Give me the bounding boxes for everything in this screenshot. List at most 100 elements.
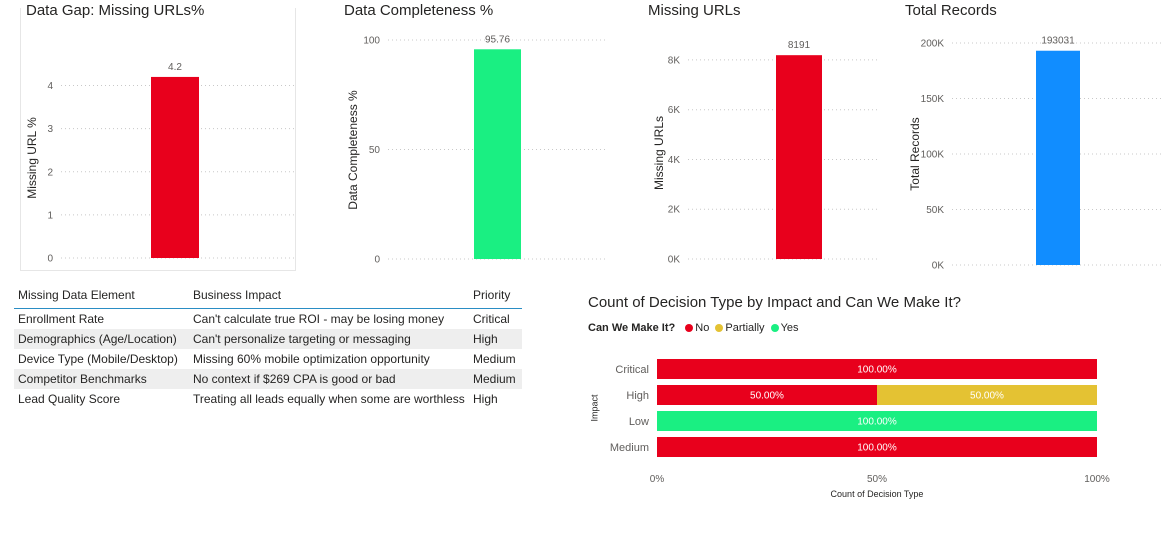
y-tick-label: 200K — [921, 39, 945, 50]
y-tick-label: 100K — [921, 150, 945, 161]
y-tick-label: 4K — [668, 155, 681, 166]
table-cell: Device Type (Mobile/Desktop) — [18, 352, 178, 366]
column-header[interactable]: Business Impact — [189, 284, 469, 309]
column-header[interactable]: Missing Data Element — [14, 284, 189, 309]
category-label: Medium — [610, 442, 649, 454]
table-cell: Medium — [473, 352, 516, 366]
y-tick-label: 2K — [668, 205, 681, 216]
legend-dot-icon — [770, 324, 779, 332]
y-tick-label: 2 — [47, 167, 53, 178]
y-tick-label: 1 — [47, 210, 53, 221]
legend-label: Yes — [780, 322, 799, 334]
y-tick-label: 3 — [47, 124, 53, 135]
y-tick-label: 0 — [374, 255, 380, 266]
x-tick-label: 0% — [650, 474, 665, 485]
table-cell: High — [473, 392, 498, 406]
y-axis-title: Missing URLs — [652, 116, 666, 190]
y-tick-label: 6K — [668, 105, 681, 116]
table-cell: Critical — [473, 312, 510, 326]
data-label: 193031 — [1041, 36, 1075, 47]
chart-title: Data Gap: Missing URLs% — [26, 2, 205, 19]
missing-data-table[interactable]: Missing Data Element Business Impact Pri… — [14, 284, 522, 409]
missing-urls-pct-visual[interactable]: Data Gap: Missing URLs% 0 1 2 3 4 4.2 Missing … — [20, 2, 296, 271]
data-label: 95.76 — [485, 34, 510, 45]
table-cell: Demographics (Age/Location) — [14, 329, 189, 349]
table-cell: Enrollment Rate — [18, 312, 105, 326]
legend-item-partially[interactable]: Partially — [712, 322, 765, 334]
data-completeness-visual[interactable]: Data Completeness % 0 50 100 95.76 Data Comp… — [338, 2, 610, 270]
bar[interactable] — [1036, 50, 1080, 265]
decision-type-chart: Critical 100.00% High 50.00% 50.00% Low 100.00… — [589, 359, 1110, 499]
y-tick-label: 100 — [363, 36, 380, 47]
data-label: 8191 — [788, 40, 811, 51]
x-tick-label: 50% — [867, 474, 887, 485]
table-cell: Lead Quality Score — [18, 392, 121, 406]
table-cell: High — [469, 329, 522, 349]
bar-segment[interactable] — [877, 385, 1097, 405]
table-cell: No context if $269 CPA is good or bad — [189, 369, 469, 389]
chart-title: Data Completeness % — [344, 2, 494, 19]
bar-segment[interactable] — [657, 411, 1097, 431]
data-label: 4.2 — [168, 62, 182, 73]
bar-segment[interactable] — [657, 385, 877, 405]
legend-item-yes[interactable]: Yes — [768, 322, 799, 334]
table-cell: Can't calculate true ROI - may be losing… — [193, 312, 445, 326]
legend-dot-icon — [685, 324, 694, 332]
table-row[interactable]: Device Type (Mobile/Desktop) Missing 60%… — [14, 349, 522, 369]
table-row[interactable]: Lead Quality Score Treating all leads eq… — [14, 389, 522, 409]
y-tick-label: 150K — [921, 94, 945, 105]
table-row[interactable]: Demographics (Age/Location) Can't person… — [14, 329, 522, 349]
legend-label: Partially — [725, 322, 765, 334]
y-axis-title: Data Completeness % — [346, 90, 360, 210]
data-label: 100.00% — [857, 365, 897, 376]
chart-title: Count of Decision Type by Impact and Can… — [588, 294, 961, 311]
column-header[interactable]: Priority — [469, 284, 522, 309]
y-axis-title: Impact — [589, 394, 599, 422]
x-axis-title: Count of Decision Type — [831, 489, 924, 499]
y-axis-title: Total Records — [908, 117, 922, 190]
chart-title: Missing URLs — [648, 2, 741, 19]
table-cell: Treating all leads equally when some are… — [193, 392, 465, 406]
y-tick-label: 50K — [926, 205, 944, 216]
y-tick-label: 0K — [932, 261, 945, 271]
y-tick-label: 0 — [47, 254, 53, 265]
bar[interactable] — [474, 49, 521, 259]
x-tick-label: 100% — [1084, 474, 1110, 485]
total-records-visual[interactable]: Total Records 0K 50K 100K 150K 200K 193031 Tot… — [900, 2, 1164, 272]
category-label: High — [626, 390, 649, 402]
table-cell: Medium — [469, 369, 522, 389]
table-cell: Missing 60% mobile optimization opportun… — [193, 352, 430, 366]
bar[interactable] — [776, 55, 822, 259]
missing-urls-visual[interactable]: Missing URLs 0K 2K 4K 6K 8K 8191 Missing URLs — [644, 2, 884, 270]
table-row[interactable]: Enrollment Rate Can't calculate true ROI… — [14, 309, 522, 330]
table-row[interactable]: Competitor Benchmarks No context if $269… — [14, 369, 522, 389]
table-cell: Can't personalize targeting or messaging — [189, 329, 469, 349]
legend-title: Can We Make It? — [588, 322, 676, 334]
data-completeness-chart: 0 50 100 95.76 Data Completeness % — [346, 34, 606, 266]
data-label: 100.00% — [857, 417, 897, 428]
data-label: 50.00% — [970, 391, 1004, 402]
y-tick-label: 8K — [668, 55, 681, 66]
table-cell: Competitor Benchmarks — [14, 369, 189, 389]
data-label: 50.00% — [750, 391, 784, 402]
y-tick-label: 0K — [668, 255, 681, 266]
missing-urls-pct-chart: 0 1 2 3 4 4.2 Missing URL % — [25, 62, 295, 265]
legend-label: No — [695, 322, 710, 334]
chart-legend: Can We Make It? No Partially Yes — [588, 322, 799, 334]
decision-type-visual[interactable]: Count of Decision Type by Impact and Can… — [588, 294, 1128, 312]
total-records-chart: 0K 50K 100K 150K 200K 193031 Total Records — [908, 36, 1162, 272]
y-tick-label: 4 — [47, 81, 53, 92]
missing-urls-chart: 0K 2K 4K 6K 8K 8191 Missing URLs — [652, 40, 880, 266]
bar[interactable] — [151, 76, 199, 258]
y-axis-title: Missing URL % — [25, 117, 39, 199]
category-label: Low — [629, 416, 649, 428]
category-label: Critical — [615, 364, 649, 376]
legend-dot-icon — [715, 324, 724, 332]
chart-title: Total Records — [905, 2, 997, 19]
y-tick-label: 50 — [369, 145, 381, 156]
legend-item-no[interactable]: No — [682, 322, 709, 334]
table-header-row: Missing Data Element Business Impact Pri… — [14, 284, 522, 309]
bar-segment[interactable] — [657, 359, 1097, 379]
data-label: 100.00% — [857, 443, 897, 454]
bar-segment[interactable] — [657, 437, 1097, 457]
